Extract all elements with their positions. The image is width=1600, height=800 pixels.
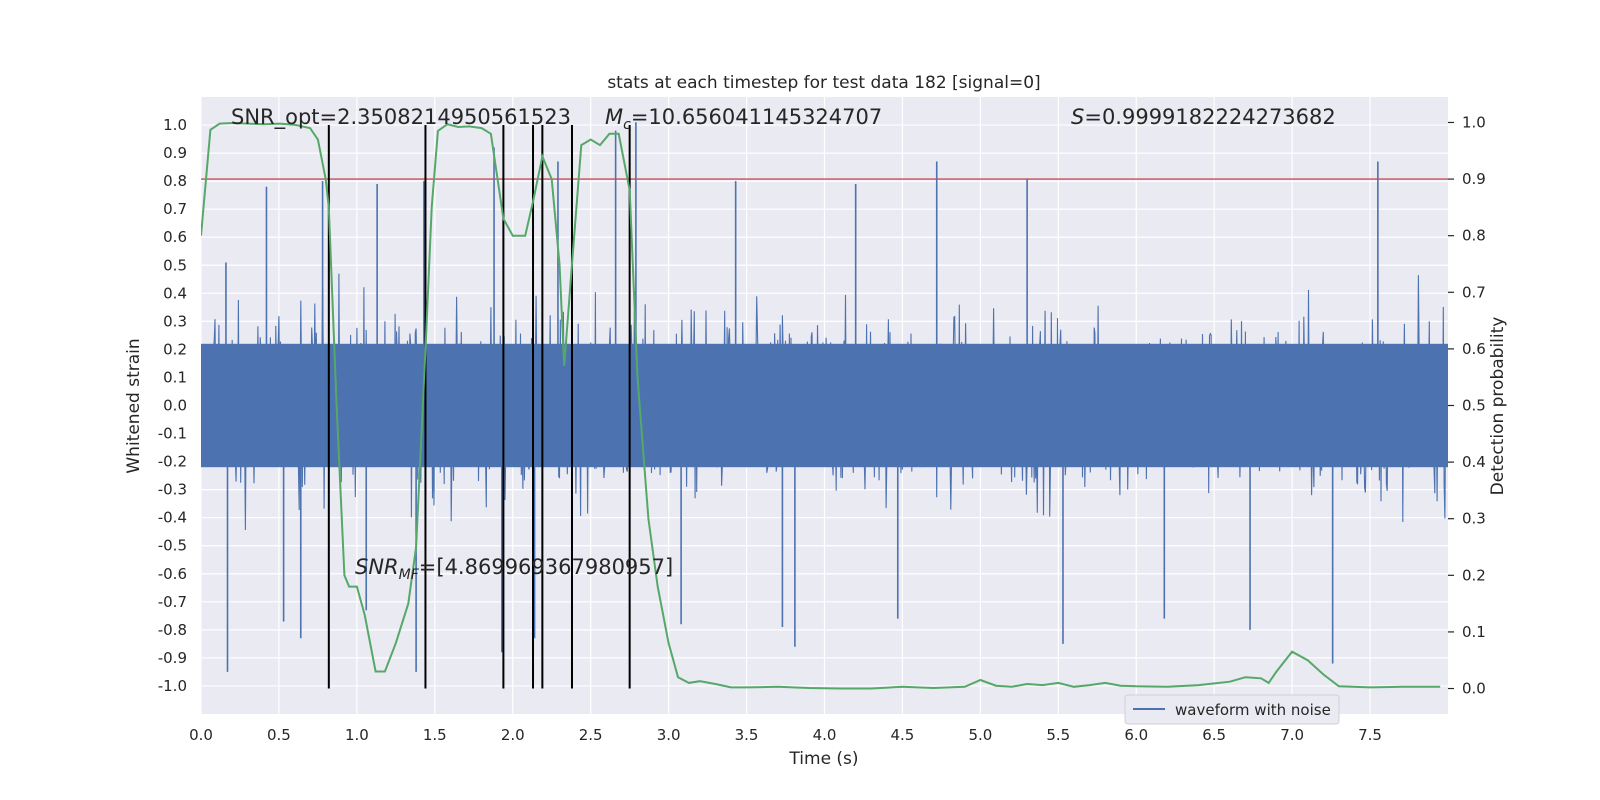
left-tick-label: -0.5 bbox=[158, 537, 187, 555]
left-tick-label: 0.2 bbox=[163, 340, 187, 358]
x-tick-label: 5.0 bbox=[968, 726, 992, 744]
left-axis-label: Whitened strain bbox=[124, 338, 144, 473]
left-axis-ticks: 1.0 0.9 0.8 0.7 0.6 0.5 0.4 0.3 0.2 0.1 0.0 -0.1 -0.… bbox=[158, 116, 187, 695]
x-tick-label: 0.5 bbox=[267, 726, 291, 744]
right-tick-label: 0.9 bbox=[1462, 170, 1486, 188]
right-tick-label: 0.6 bbox=[1462, 340, 1486, 358]
right-tick-label: 1.0 bbox=[1462, 113, 1486, 131]
x-tick-label: 5.5 bbox=[1046, 726, 1070, 744]
left-tick-label: 0.3 bbox=[163, 312, 187, 330]
x-tick-label: 7.0 bbox=[1280, 726, 1304, 744]
left-tick-label: -0.4 bbox=[158, 509, 187, 527]
right-axis-label: Detection probability bbox=[1488, 317, 1508, 496]
legend: waveform with noise bbox=[1124, 694, 1340, 725]
probability-series bbox=[201, 121, 1441, 690]
left-tick-label: 0.9 bbox=[163, 144, 187, 162]
chart-title: stats at each timestep for test data 182… bbox=[607, 73, 1040, 93]
legend-label: waveform with noise bbox=[1175, 701, 1331, 719]
x-axis-label: Time (s) bbox=[788, 749, 858, 769]
waveform-core-band bbox=[201, 343, 1448, 468]
x-tick-label: 2.5 bbox=[579, 726, 603, 744]
right-tick-label: 0.8 bbox=[1462, 227, 1486, 245]
right-tick-label: 0.4 bbox=[1462, 453, 1486, 471]
left-tick-label: -0.9 bbox=[158, 649, 187, 667]
x-tick-label: 4.5 bbox=[891, 726, 915, 744]
left-tick-label: -0.8 bbox=[158, 621, 187, 639]
x-tick-label: 7.5 bbox=[1358, 726, 1382, 744]
left-tick-label: 0.6 bbox=[163, 228, 187, 246]
x-tick-label: 6.0 bbox=[1124, 726, 1148, 744]
legend-box bbox=[1124, 694, 1340, 725]
x-tick-label: 1.0 bbox=[345, 726, 369, 744]
right-tick-label: 0.0 bbox=[1462, 680, 1486, 698]
right-tick-label: 0.5 bbox=[1462, 397, 1486, 415]
left-tick-label: -0.7 bbox=[158, 593, 187, 611]
left-tick-label: -0.3 bbox=[158, 481, 187, 499]
snr-mf-annotation: SNRMF=[4.869969367980957] bbox=[355, 555, 673, 583]
left-tick-label: 0.8 bbox=[163, 172, 187, 190]
probability-line bbox=[201, 121, 1441, 690]
left-tick-label: 0.1 bbox=[163, 368, 187, 386]
right-axis-ticks: 1.0 0.9 0.8 0.7 0.6 0.5 0.4 0.3 0.2 0.1 0.0 bbox=[1448, 113, 1486, 698]
x-tick-label: 0.0 bbox=[189, 726, 213, 744]
x-tick-label: 1.5 bbox=[423, 726, 447, 744]
right-tick-label: 0.3 bbox=[1462, 510, 1486, 528]
left-tick-label: 0.7 bbox=[163, 200, 187, 218]
chirp-mass-annotation: Mc=10.656041145324707 bbox=[605, 105, 882, 133]
x-tick-label: 6.5 bbox=[1202, 726, 1226, 744]
left-tick-label: 0.0 bbox=[163, 397, 187, 415]
right-tick-label: 0.7 bbox=[1462, 283, 1486, 301]
left-tick-label: -0.6 bbox=[158, 565, 187, 583]
x-tick-label: 4.0 bbox=[813, 726, 837, 744]
left-tick-label: -1.0 bbox=[158, 677, 187, 695]
left-tick-label: 0.4 bbox=[163, 284, 187, 302]
left-tick-label: 1.0 bbox=[163, 116, 187, 134]
left-tick-label: -0.1 bbox=[158, 425, 187, 443]
x-tick-label: 3.0 bbox=[657, 726, 681, 744]
x-tick-label: 3.5 bbox=[735, 726, 759, 744]
x-tick-label: 2.0 bbox=[501, 726, 525, 744]
snr-opt-annotation: SNR_opt=2.3508214950561523 bbox=[231, 105, 571, 130]
x-axis-ticks: 0.0 0.5 1.0 1.5 2.0 2.5 3.0 3.5 4.0 4.5 5.0 5.5 6.0 6… bbox=[189, 726, 1382, 744]
right-tick-label: 0.2 bbox=[1462, 566, 1486, 584]
left-tick-label: 0.5 bbox=[163, 256, 187, 274]
right-tick-label: 0.1 bbox=[1462, 623, 1486, 641]
score-annotation: S=0.9999182224273682 bbox=[1071, 105, 1336, 129]
left-tick-label: -0.2 bbox=[158, 453, 187, 471]
